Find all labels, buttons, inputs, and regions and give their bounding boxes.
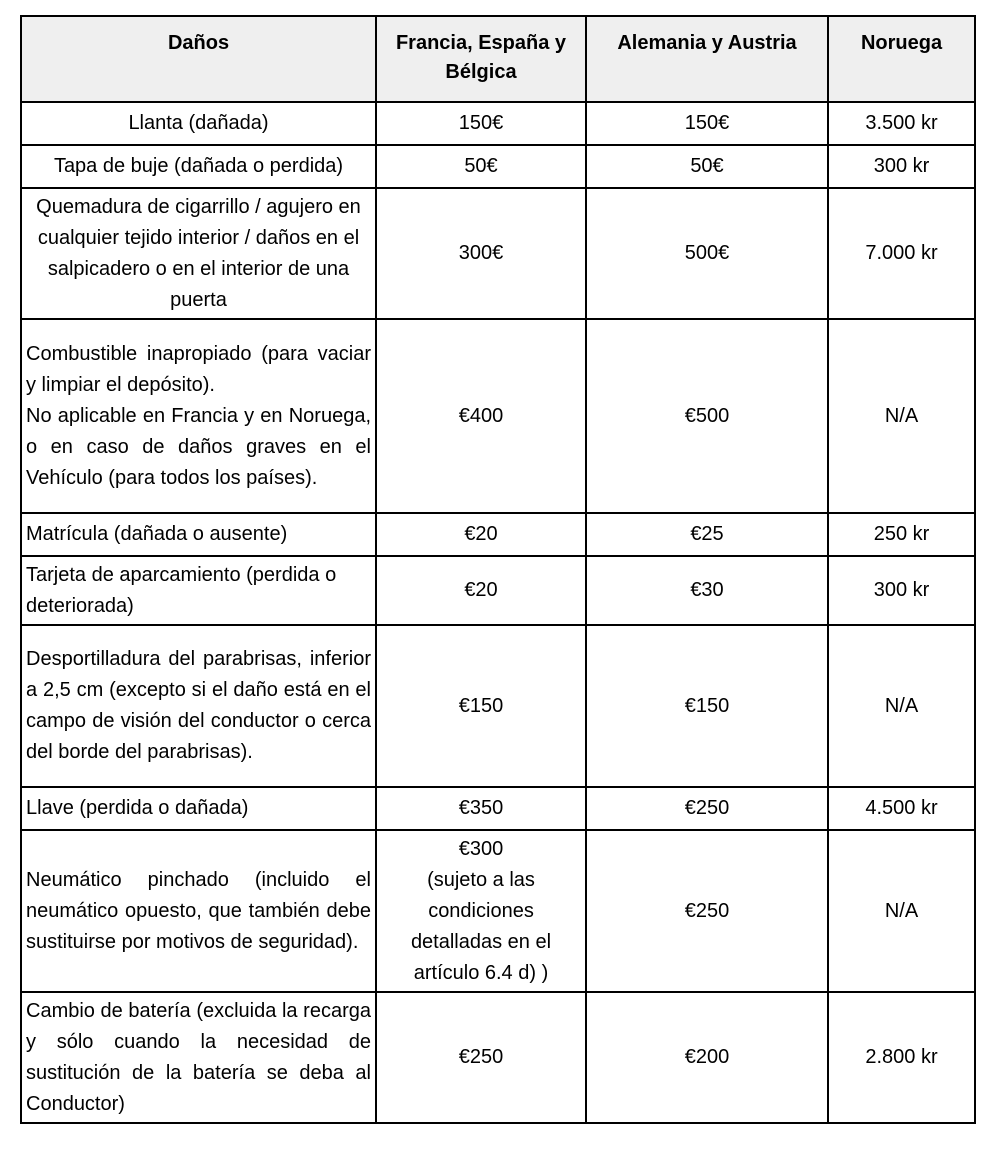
table-row: Llanta (dañada) 150€ 150€ 3.500 kr (20, 101, 976, 146)
table-row: Tapa de buje (dañada o perdida) 50€ 50€ 300… (20, 144, 976, 189)
table-row: Tarjeta de aparcamiento (perdida o deter… (20, 555, 976, 626)
norway-cell: 2.800 kr (827, 991, 976, 1124)
norway-cell: 4.500 kr (827, 786, 976, 831)
damage-cell: Llanta (dañada) (20, 101, 377, 146)
table-row: Neumático pinchado (incluido el neumátic… (20, 829, 976, 993)
damage-fees-table: Daños Francia, España y Bélgica Alemania… (20, 15, 976, 1124)
france-spain-belgium-cell: €150 (375, 624, 587, 788)
damage-cell: Desportilladura del parabrisas, inferior… (20, 624, 377, 788)
damage-cell: Combustible inapropiado (para vaciar y l… (20, 318, 377, 514)
norway-cell: N/A (827, 624, 976, 788)
norway-cell: 3.500 kr (827, 101, 976, 146)
germany-austria-cell: 150€ (585, 101, 829, 146)
germany-austria-cell: €150 (585, 624, 829, 788)
france-spain-belgium-cell: 300€ (375, 187, 587, 320)
header-damage: Daños (20, 15, 377, 103)
damage-cell: Neumático pinchado (incluido el neumátic… (20, 829, 377, 993)
damage-cell: Tarjeta de aparcamiento (perdida o deter… (20, 555, 377, 626)
france-spain-belgium-cell: 150€ (375, 101, 587, 146)
france-spain-belgium-cell: 50€ (375, 144, 587, 189)
germany-austria-cell: €25 (585, 512, 829, 557)
table-row: Llave (perdida o dañada) €350 €250 4.500 kr (20, 786, 976, 831)
norway-cell: N/A (827, 829, 976, 993)
germany-austria-cell: €200 (585, 991, 829, 1124)
germany-austria-cell: €30 (585, 555, 829, 626)
damage-cell: Quemadura de cigarrillo / agujero en cua… (20, 187, 377, 320)
table-row: Desportilladura del parabrisas, inferior… (20, 624, 976, 788)
damage-cell: Tapa de buje (dañada o perdida) (20, 144, 377, 189)
france-spain-belgium-cell: €250 (375, 991, 587, 1124)
header-row: Daños Francia, España y Bélgica Alemania… (20, 15, 976, 103)
france-spain-belgium-cell: €20 (375, 512, 587, 557)
damage-cell: Cambio de batería (excluida la recarga y… (20, 991, 377, 1124)
germany-austria-cell: €250 (585, 829, 829, 993)
germany-austria-cell: €250 (585, 786, 829, 831)
norway-cell: 300 kr (827, 555, 976, 626)
france-spain-belgium-cell: €300 (sujeto a las condiciones detallada… (375, 829, 587, 993)
germany-austria-cell: 50€ (585, 144, 829, 189)
damage-cell: Llave (perdida o dañada) (20, 786, 377, 831)
norway-cell: 300 kr (827, 144, 976, 189)
table-row: Matrícula (dañada o ausente) €20 €25 250 kr (20, 512, 976, 557)
norway-cell: 250 kr (827, 512, 976, 557)
norway-cell: 7.000 kr (827, 187, 976, 320)
header-germany-austria: Alemania y Austria (585, 15, 829, 103)
germany-austria-cell: 500€ (585, 187, 829, 320)
germany-austria-cell: €500 (585, 318, 829, 514)
france-spain-belgium-cell: €350 (375, 786, 587, 831)
table-row: Quemadura de cigarrillo / agujero en cua… (20, 187, 976, 320)
table-row: Cambio de batería (excluida la recarga y… (20, 991, 976, 1124)
table-row: Combustible inapropiado (para vaciar y l… (20, 318, 976, 514)
damage-cell: Matrícula (dañada o ausente) (20, 512, 377, 557)
france-spain-belgium-cell: €20 (375, 555, 587, 626)
france-spain-belgium-cell: €400 (375, 318, 587, 514)
header-norway: Noruega (827, 15, 976, 103)
header-france-spain-belgium: Francia, España y Bélgica (375, 15, 587, 103)
norway-cell: N/A (827, 318, 976, 514)
